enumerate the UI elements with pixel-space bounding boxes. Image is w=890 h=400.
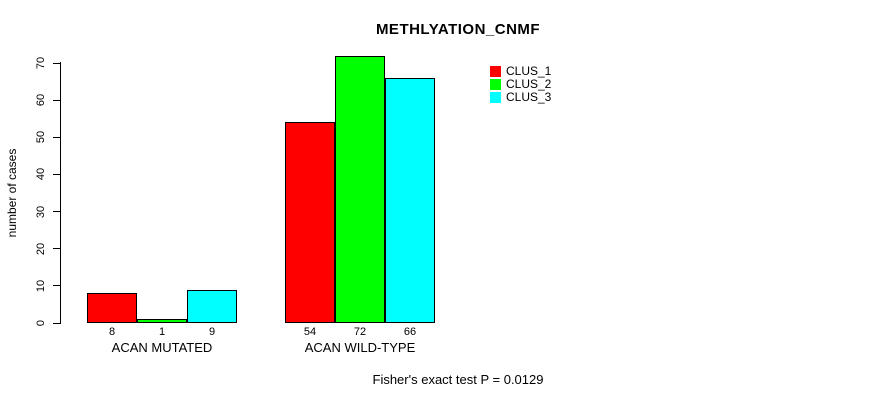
y-tick [53, 99, 61, 101]
category-label-acan-wild-type: ACAN WILD-TYPE [304, 340, 416, 355]
bar-value-label: 9 [208, 326, 216, 338]
y-tick [53, 248, 61, 250]
bar-value-label: 1 [158, 326, 166, 338]
bar-acan-mutated-clus_1 [87, 293, 137, 323]
y-axis-label: number of cases [5, 148, 19, 238]
y-tick-label: 50 [35, 131, 47, 144]
y-tick-label: 30 [35, 205, 47, 218]
bar-value-label: 66 [403, 326, 417, 338]
y-tick [53, 211, 61, 213]
legend-item-clus-1: CLUS_1 [490, 65, 551, 78]
bar-acan-wild-type-clus_1 [285, 122, 335, 323]
legend-item-clus-3: CLUS_3 [490, 91, 551, 104]
y-tick-label: 60 [35, 94, 47, 107]
legend-swatch-clus-1 [490, 66, 501, 77]
bar-acan-mutated-clus_2 [137, 319, 187, 323]
y-tick [53, 62, 61, 64]
legend-swatch-clus-2 [490, 79, 501, 90]
bar-acan-mutated-clus_3 [187, 290, 237, 323]
bar-value-label: 72 [353, 326, 367, 338]
category-label-acan-mutated: ACAN MUTATED [111, 340, 213, 355]
legend-item-clus-2: CLUS_2 [490, 78, 551, 91]
bar-value-label: 8 [108, 326, 116, 338]
bar-value-label: 54 [303, 326, 317, 338]
y-tick [53, 173, 61, 175]
y-tick [53, 136, 61, 138]
y-tick-label: 10 [35, 279, 47, 292]
fisher-test-annotation: Fisher's exact test P = 0.0129 [372, 372, 544, 387]
y-axis-line [60, 62, 61, 324]
y-tick-label: 70 [35, 56, 47, 70]
bar-acan-wild-type-clus_2 [335, 56, 385, 323]
legend-label-clus-1: CLUS_1 [506, 64, 552, 78]
chart-title: METHLYATION_CNMF [375, 21, 541, 38]
legend-swatch-clus-3 [490, 92, 501, 103]
y-tick-label: 0 [35, 319, 47, 327]
legend-label-clus-3: CLUS_3 [506, 90, 552, 104]
y-tick-label: 40 [35, 168, 47, 181]
legend: CLUS_1 CLUS_2 CLUS_3 [490, 65, 551, 104]
bar-acan-wild-type-clus_3 [385, 78, 435, 323]
y-tick [53, 322, 61, 324]
y-tick-label: 20 [35, 242, 47, 255]
legend-label-clus-2: CLUS_2 [506, 77, 552, 91]
y-tick [53, 285, 61, 287]
